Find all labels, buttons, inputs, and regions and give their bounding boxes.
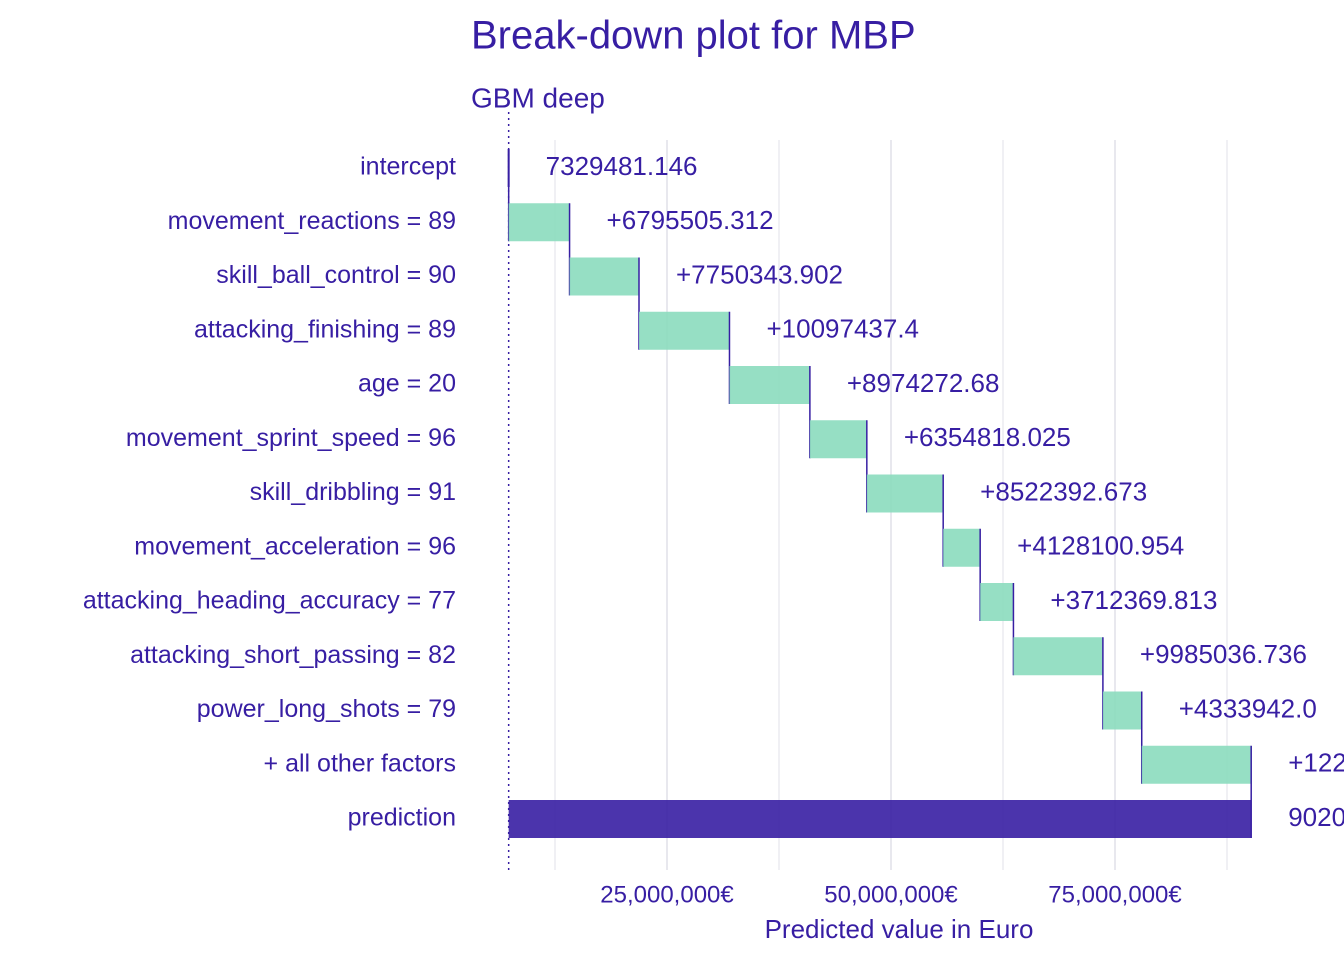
chart-subtitle: GBM deep <box>471 82 605 113</box>
y-tick-label: movement_reactions = 89 <box>168 207 456 235</box>
y-tick-label: age = 20 <box>358 370 456 398</box>
x-tick-label: 75,000,000€ <box>1048 881 1182 908</box>
value-label: +6354818.025 <box>904 422 1071 452</box>
value-label: +4128100.954 <box>1017 531 1184 561</box>
y-tick-label: power_long_shots = 79 <box>197 695 456 723</box>
y-tick-label: attacking_short_passing = 82 <box>130 641 456 669</box>
value-label: +3712369.813 <box>1050 585 1217 615</box>
value-label: +8974272.68 <box>847 368 1000 398</box>
bar <box>980 583 1014 621</box>
y-tick-label: skill_dribbling = 91 <box>250 478 456 506</box>
value-label: +4333942.0 <box>1179 693 1317 723</box>
value-label: +9985036.736 <box>1140 639 1307 669</box>
bar <box>1141 745 1252 784</box>
bar <box>569 257 640 296</box>
bar <box>729 366 810 404</box>
prediction-bar <box>508 800 1252 838</box>
value-label: +7750343.902 <box>676 259 843 289</box>
x-axis-label: Predicted value in Euro <box>765 914 1034 944</box>
y-tick-label: movement_acceleration = 96 <box>134 532 456 560</box>
value-label: +10097437.4 <box>766 314 919 344</box>
x-tick-label: 50,000,000€ <box>824 881 958 908</box>
bar <box>1102 691 1142 730</box>
bar <box>508 203 570 242</box>
y-tick-label: skill_ball_control = 90 <box>216 261 456 289</box>
y-tick-label: movement_sprint_speed = 96 <box>126 424 456 452</box>
value-label: +6795505.312 <box>607 205 774 235</box>
y-tick-label: prediction <box>348 804 456 832</box>
bar <box>1013 637 1103 676</box>
y-tick-label: intercept <box>360 153 456 181</box>
y-tick-label: attacking_finishing = 89 <box>194 315 456 343</box>
chart-title: Break-down plot for MBP <box>471 14 916 58</box>
value-label: 90200000 <box>1288 802 1344 832</box>
y-tick-label: attacking_heading_accuracy = 77 <box>83 587 456 615</box>
y-tick-label: + all other factors <box>264 749 456 777</box>
x-tick-label: 25,000,000€ <box>600 881 734 908</box>
value-label: 7329481.146 <box>546 151 698 181</box>
bar <box>809 420 867 459</box>
bar <box>866 474 944 513</box>
value-label: +8522392.673 <box>980 476 1147 506</box>
bar <box>639 311 730 350</box>
value-label: +12216299.4 <box>1288 748 1344 778</box>
bar <box>943 528 981 567</box>
